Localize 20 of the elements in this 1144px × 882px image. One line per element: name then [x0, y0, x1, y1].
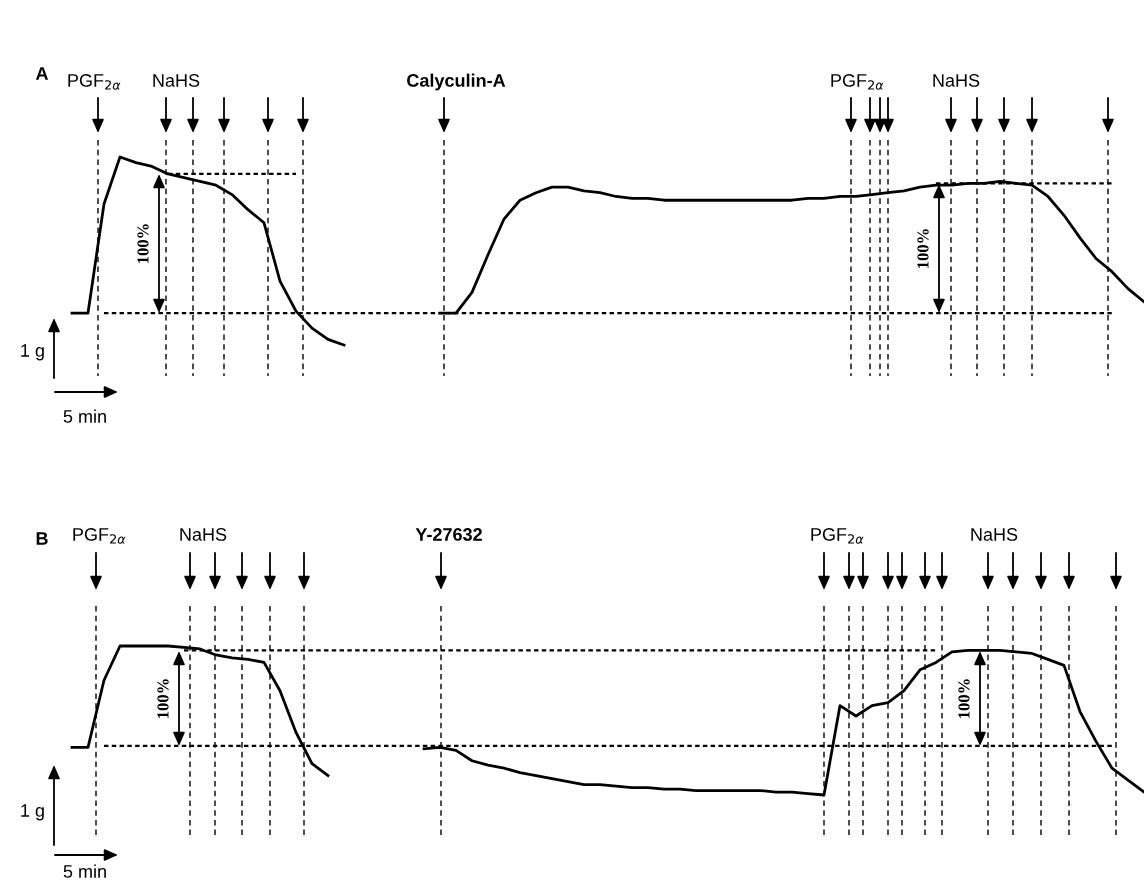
text: PGF$_{2α}$ — [811, 528, 864, 544]
text: 1 g — [21, 344, 44, 361]
text: PGF$_{2α}$ — [831, 74, 884, 90]
text: NaHS — [180, 528, 227, 541]
chart-title: B — [36, 532, 48, 545]
text: Y-27632 — [415, 528, 482, 541]
annotation: 100% — [917, 229, 929, 268]
text: 1 g — [21, 804, 44, 821]
text: PGF$_{2α}$ — [68, 74, 121, 90]
chart-title: A — [35, 67, 49, 80]
text: NaHS — [971, 528, 1018, 541]
annotation: 100% — [137, 224, 149, 263]
text: NaHS — [933, 74, 980, 87]
text: PGF$_{2α}$ — [73, 528, 126, 544]
text: Calyculin-A — [407, 73, 506, 91]
annotation: 100% — [958, 679, 970, 718]
annotation: 100% — [157, 679, 169, 718]
text: 5 min — [63, 864, 106, 878]
text: NaHS — [153, 74, 200, 87]
text: 5 min — [63, 409, 106, 423]
